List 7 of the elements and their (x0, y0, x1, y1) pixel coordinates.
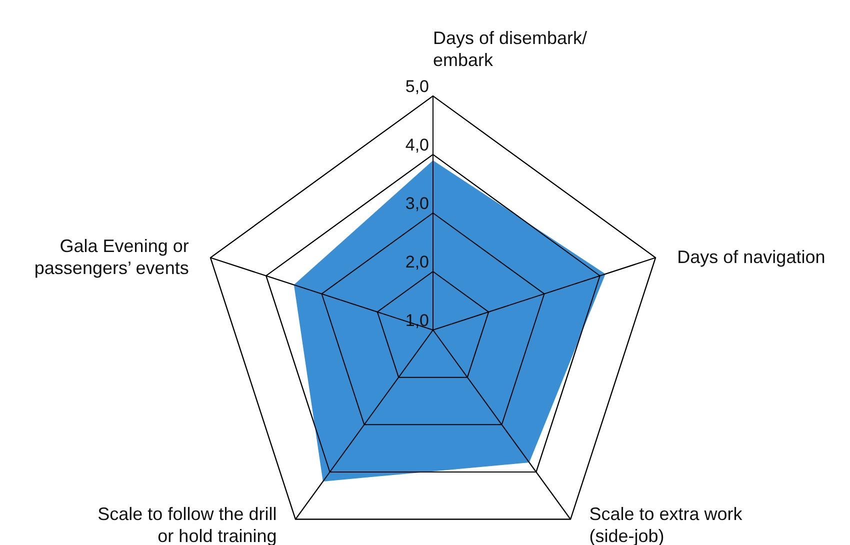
spoke-label: Gala Evening or passengers’ events (34, 236, 189, 278)
y-tick-label: 4,0 (405, 136, 429, 154)
spoke-label: Days of disembark/ embark (433, 28, 588, 70)
y-tick-label: 2,0 (405, 252, 429, 272)
spoke-label: Days of navigation (677, 247, 826, 268)
y-tick-label: 3,0 (405, 194, 429, 213)
y-tick-label: 5,0 (405, 77, 429, 96)
